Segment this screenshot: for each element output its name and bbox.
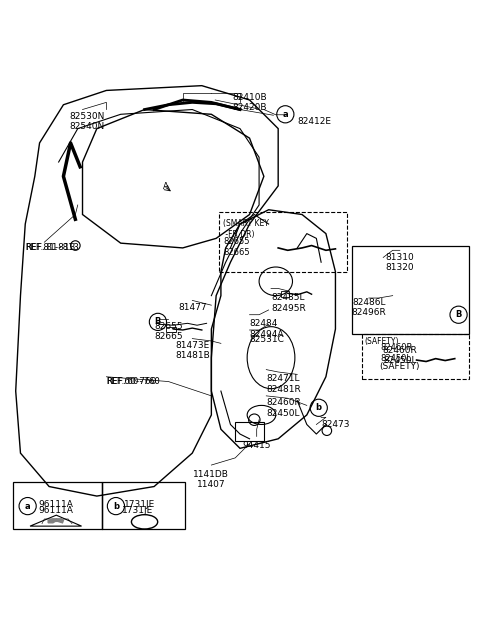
Text: 82484
82494A: 82484 82494A: [250, 320, 284, 339]
Text: b: b: [316, 403, 322, 412]
Text: REF.60-760: REF.60-760: [107, 377, 157, 386]
Text: (SAFETY): (SAFETY): [364, 337, 398, 346]
Bar: [352, 245, 469, 334]
Text: 81310
81320: 81310 81320: [385, 252, 414, 272]
Text: 82460R
82450L: 82460R 82450L: [266, 398, 301, 418]
Text: REF.81-813: REF.81-813: [25, 243, 76, 252]
Text: a: a: [283, 110, 288, 119]
Text: (SMART KEY
 -FR DR): (SMART KEY -FR DR): [223, 219, 269, 239]
Text: 82460R
82450L: 82460R 82450L: [383, 346, 417, 365]
Text: 1731JE: 1731JE: [124, 500, 156, 509]
Text: (SAFETY): (SAFETY): [380, 362, 420, 371]
Text: 82531C: 82531C: [250, 335, 285, 344]
Text: a: a: [25, 502, 30, 511]
Text: 82473: 82473: [321, 420, 349, 429]
Text: 82460R
82450L: 82460R 82450L: [381, 343, 413, 363]
Bar: [281, 291, 289, 296]
Text: B: B: [456, 310, 462, 320]
Text: 82655
82665: 82655 82665: [223, 238, 250, 257]
Text: 82486L
82496R: 82486L 82496R: [351, 298, 386, 318]
Polygon shape: [48, 519, 63, 523]
Text: 82410B
82420B: 82410B 82420B: [232, 93, 267, 112]
Text: b: b: [113, 502, 119, 511]
Text: REF.60-760: REF.60-760: [107, 377, 160, 386]
Text: 82485L
82495R: 82485L 82495R: [271, 293, 306, 312]
Bar: [102, 482, 185, 530]
Text: 82655
82665: 82655 82665: [154, 322, 183, 341]
Text: 81473E
81481B: 81473E 81481B: [175, 341, 210, 360]
Bar: [218, 212, 348, 272]
Text: 82471L
82481R: 82471L 82481R: [266, 374, 301, 394]
Bar: [235, 422, 264, 441]
Text: A: A: [163, 182, 169, 191]
Bar: [166, 327, 176, 332]
Text: 96111A: 96111A: [39, 500, 74, 509]
Text: 81477: 81477: [178, 303, 206, 312]
Bar: [362, 334, 469, 379]
Text: 82412E: 82412E: [297, 117, 331, 126]
Text: REF.81-813: REF.81-813: [25, 243, 79, 252]
Text: 96111A: 96111A: [39, 505, 74, 514]
Bar: [13, 482, 102, 530]
Text: 94415: 94415: [242, 441, 271, 450]
Text: 1141DB
11407: 1141DB 11407: [193, 470, 229, 489]
Text: B: B: [155, 318, 161, 327]
Text: 82530N
82540N: 82530N 82540N: [70, 112, 105, 131]
Text: 1731JE: 1731JE: [122, 505, 153, 514]
